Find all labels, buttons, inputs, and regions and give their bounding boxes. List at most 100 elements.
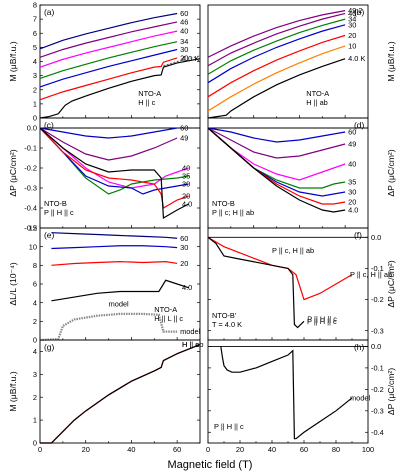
series-label: 34 — [348, 15, 356, 24]
panel-note: NTO-B' — [212, 311, 237, 320]
panel-letter: (h) — [354, 342, 364, 352]
series-label: 34 — [180, 37, 188, 46]
y-tick-label: 1 — [33, 416, 37, 425]
series-label: 35 — [182, 172, 190, 181]
panel-note: model — [109, 299, 129, 308]
panel-letter: (b) — [354, 7, 364, 17]
series-label: 20 — [182, 192, 190, 201]
series-line — [51, 260, 178, 266]
series-label: 20 — [180, 53, 188, 62]
series-line — [51, 245, 178, 250]
panel-letter: (f) — [354, 230, 362, 240]
y-tick-label: 0 — [33, 114, 37, 123]
series-line — [39, 312, 178, 342]
panel-letter: (e) — [44, 230, 54, 240]
series-label: 60 — [180, 9, 188, 18]
series-label: 60 — [180, 124, 188, 133]
y-tick-label: 4 — [33, 347, 37, 356]
series-line — [207, 127, 346, 159]
series-line — [39, 127, 178, 161]
panel-frame — [207, 4, 369, 119]
extrapolation-line — [163, 55, 201, 67]
series-label: 10 — [348, 41, 356, 50]
x-tick-label: 40 — [268, 445, 276, 454]
y-axis-label: M (μB/f.u.) — [8, 41, 18, 81]
y-tick-label: -0.2 — [24, 164, 37, 173]
panel-frame — [39, 339, 201, 444]
panel-note: P || H || c — [214, 422, 244, 431]
series-label: 35 — [348, 178, 356, 187]
series-label: 4.0 — [182, 283, 192, 292]
series-line — [39, 58, 201, 119]
series-label: 30 — [180, 45, 188, 54]
series-line — [39, 21, 178, 58]
y-tick-label: 12 — [29, 224, 37, 233]
y-axis-label: ΔP (μC/cm²) — [386, 260, 396, 307]
panel-note: NTO-A — [138, 89, 161, 98]
y-axis-label: M (μB/f.u.) — [8, 371, 18, 411]
panel-letter: (g) — [44, 342, 54, 352]
series-label: 4.0 K — [348, 54, 365, 63]
series-label: 30 — [180, 243, 188, 252]
panel-f: 0.0 -0.1 -0.2 -0.3 ΔP (μC/cm²) (f) P || c, H |… — [207, 227, 396, 341]
series-label: 20 — [348, 31, 356, 40]
series-line — [51, 232, 178, 239]
y-tick-label: -0.1 — [371, 264, 384, 273]
y-tick-label: 1 — [33, 99, 37, 108]
y-tick-label: 2 — [33, 85, 37, 94]
y-tick-label: -0.3 — [371, 326, 384, 335]
x-tick-label: 20 — [82, 445, 90, 454]
y-axis-label: ΔL/L (10⁻⁴) — [8, 262, 18, 305]
series-line — [39, 30, 178, 68]
series-label: P || c, H || ab — [350, 270, 392, 279]
panel-letter: (a) — [44, 7, 54, 17]
y-tick-label: 5 — [33, 43, 37, 52]
series-line — [39, 48, 178, 88]
x-tick-label: 0 — [206, 445, 210, 454]
series-line — [40, 344, 201, 444]
panel-note: H || c — [138, 98, 155, 107]
x-tick-label: 100 — [362, 445, 374, 454]
y-tick-label: 6 — [33, 29, 37, 38]
y-tick-label: 0.0 — [27, 124, 37, 133]
y-tick-label: 0 — [33, 336, 37, 345]
series-label: 40 — [182, 164, 190, 173]
y-tick-label: -0.4 — [371, 428, 384, 437]
series-label: 40 — [348, 160, 356, 169]
series-label: 60 — [348, 128, 356, 137]
series-label: 60 — [180, 234, 188, 243]
series-line — [39, 127, 189, 220]
y-tick-label: 8 — [33, 1, 37, 10]
panel-letter: (c) — [44, 120, 54, 130]
y-tick-label: 4 — [33, 57, 37, 66]
x-tick-label: 60 — [300, 445, 308, 454]
series-label: 30 — [182, 180, 190, 189]
y-axis-label: M (μB/f.u.) — [386, 41, 396, 81]
y-tick-label: 10 — [29, 242, 37, 251]
y-tick-label: -0.1 — [24, 144, 37, 153]
series-line — [207, 58, 346, 119]
series-label: 4.0 — [348, 206, 358, 215]
series-label: 46 — [180, 17, 188, 26]
series-line — [39, 127, 189, 195]
panel-note: NTO-A — [306, 89, 329, 98]
x-tick-label: 0 — [38, 445, 42, 454]
y-tick-label: 8 — [33, 261, 37, 270]
series-line — [39, 57, 178, 101]
series-line — [40, 344, 201, 444]
y-tick-label: -0.2 — [371, 385, 384, 394]
series-label: 20 — [348, 198, 356, 207]
y-tick-label: -0.3 — [24, 184, 37, 193]
x-tick-label: 20 — [236, 445, 244, 454]
series-label: 49 — [348, 140, 356, 149]
series-label: 49 — [180, 134, 188, 143]
panel-note: H || ab — [306, 98, 328, 107]
y-tick-label: -0.1 — [371, 363, 384, 372]
series-label: 40 — [348, 9, 356, 18]
series-label: 30 — [348, 20, 356, 29]
series-line — [39, 127, 178, 139]
panel-note: P || c; H || ab — [212, 208, 254, 217]
